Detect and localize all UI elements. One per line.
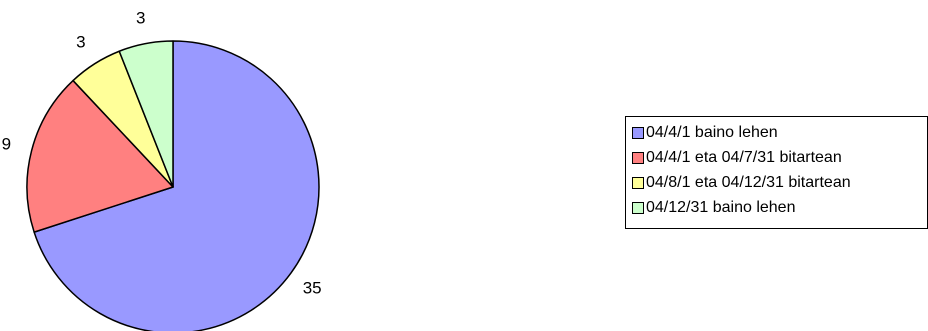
legend-item: 04/12/31 baino lehen <box>632 195 927 220</box>
legend-item: 04/4/1 baino lehen <box>632 120 927 145</box>
data-label: 3 <box>76 32 85 51</box>
legend-label: 04/4/1 baino lehen <box>646 123 778 141</box>
data-label: 3 <box>136 9 145 28</box>
legend-label: 04/8/1 eta 04/12/31 bitartean <box>646 173 851 191</box>
legend-label: 04/4/1 eta 04/7/31 bitartean <box>646 148 842 166</box>
legend: 04/4/1 baino lehen 04/4/1 eta 04/7/31 bi… <box>625 116 928 229</box>
pie-slice <box>26 79 174 233</box>
data-label: 9 <box>2 135 11 154</box>
legend-swatch <box>632 151 644 164</box>
legend-swatch <box>632 201 644 214</box>
pie-slice <box>118 40 174 188</box>
legend-item: 04/8/1 eta 04/12/31 bitartean <box>632 170 927 195</box>
legend-swatch <box>632 176 644 189</box>
pie-slice <box>33 40 320 331</box>
data-label: 35 <box>303 279 322 298</box>
legend-label: 04/12/31 baino lehen <box>646 198 796 216</box>
legend-swatch <box>632 126 644 139</box>
legend-item: 04/4/1 eta 04/7/31 bitartean <box>632 145 927 170</box>
